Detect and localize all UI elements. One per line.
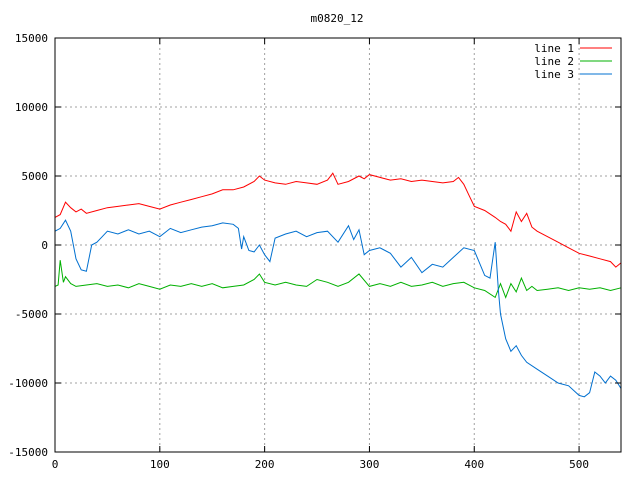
axis-ticks: 0 100 200 300 400 500 -15000 -10000 -5000 0 5000 10… bbox=[8, 32, 621, 471]
series-layer bbox=[54, 172, 622, 398]
x-tick-label: 100 bbox=[150, 458, 170, 471]
x-tick-label: 300 bbox=[360, 458, 380, 471]
x-tick-label: 200 bbox=[255, 458, 275, 471]
grid bbox=[55, 38, 621, 452]
y-tick-label: 0 bbox=[41, 239, 48, 252]
legend-label-2: line 2 bbox=[534, 55, 574, 68]
series-line-2 bbox=[54, 260, 622, 299]
x-tick-label: 400 bbox=[464, 458, 484, 471]
y-tick-label: 5000 bbox=[22, 170, 49, 183]
y-tick-label: 10000 bbox=[15, 101, 48, 114]
legend-label-1: line 1 bbox=[534, 42, 574, 55]
y-tick-label: -10000 bbox=[8, 377, 48, 390]
series-line-1 bbox=[54, 172, 622, 268]
y-tick-label: -5000 bbox=[15, 308, 48, 321]
y-tick-label: 15000 bbox=[15, 32, 48, 45]
chart-title: m0820_12 bbox=[311, 12, 364, 25]
x-tick-label: 0 bbox=[52, 458, 59, 471]
legend-label-3: line 3 bbox=[534, 68, 574, 81]
y-tick-label: -15000 bbox=[8, 446, 48, 459]
x-tick-label: 500 bbox=[569, 458, 589, 471]
series-line-3 bbox=[54, 219, 622, 398]
